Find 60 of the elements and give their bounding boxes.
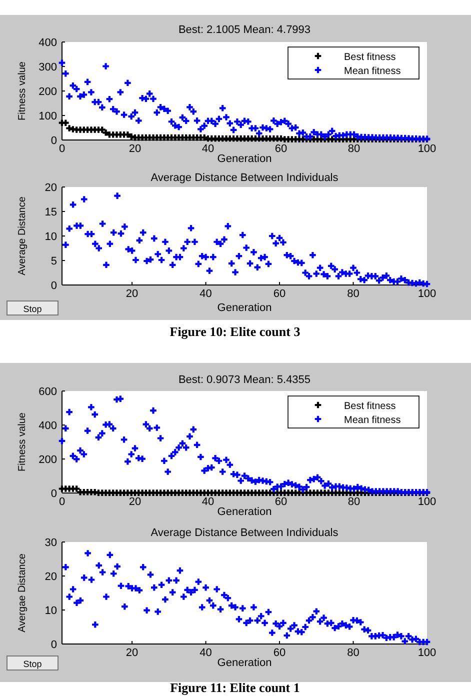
chart-title: Best: 2.1005 Mean: 4.7993 [178, 24, 311, 36]
x-tick-label: 100 [418, 496, 436, 508]
legend-label: Best fitness [344, 401, 396, 412]
caption: Figure 11: Elite count 1 [170, 680, 300, 695]
x-tick-label: 60 [274, 143, 288, 155]
x-axis-title: Generation [217, 302, 272, 314]
y-tick-label: 0 [50, 135, 57, 147]
x-axis-title: Generation [217, 506, 272, 518]
x-tick-label: 40 [200, 288, 212, 300]
x-tick-label: 0 [58, 143, 66, 155]
legend-label: Mean fitness [344, 415, 401, 426]
x-tick-label: 100 [418, 288, 436, 300]
y-tick-label: 20 [44, 571, 57, 583]
y-tick-label: 100 [38, 110, 57, 122]
y-axis-title: Fitness value [17, 412, 28, 472]
x-tick-label: 80 [348, 496, 360, 508]
x-tick-label: 80 [347, 647, 360, 659]
y-axis-title: Fitness value [17, 61, 28, 120]
y-tick-label: 20 [44, 182, 57, 194]
legend-label: Mean fitness [344, 66, 401, 77]
stop-button: Stop [6, 656, 58, 670]
x-tick-label: 60 [273, 647, 286, 659]
x-axis-title: Generation [217, 153, 272, 165]
y-tick-label: 30 [44, 537, 57, 549]
y-tick-label: 0 [50, 280, 57, 292]
x-tick-label: 60 [274, 496, 288, 508]
x-tick-label: 100 [418, 647, 436, 659]
x-tick-label: 40 [202, 143, 214, 155]
y-tick-label: 10 [44, 605, 57, 617]
y-tick-label: 200 [38, 454, 57, 466]
y-tick-label: 0 [50, 488, 57, 500]
y-tick-label: 400 [38, 420, 57, 432]
y-tick-label: 15 [44, 206, 57, 218]
y-tick-label: 10 [44, 231, 57, 243]
y-axis-title: Avergae Distance [17, 553, 28, 632]
y-tick-label: 0 [50, 639, 57, 651]
y-tick-label: 300 [38, 62, 57, 74]
x-tick-label: 80 [348, 143, 360, 155]
y-tick-label: 5 [50, 256, 57, 268]
y-tick-label: 400 [38, 37, 57, 49]
x-tick-label: 20 [126, 647, 138, 659]
y-tick-label: 600 [38, 386, 57, 398]
chart-title: Average Distance Between Individuals [150, 172, 339, 184]
x-tick-label: 80 [347, 288, 360, 300]
x-tick-label: 20 [128, 496, 142, 508]
x-tick-label: 20 [126, 288, 138, 300]
y-axis-title: Average Distance [17, 196, 28, 276]
y-tick-label: 200 [38, 86, 57, 98]
x-tick-label: 60 [273, 288, 286, 300]
x-tick-label: 40 [200, 647, 212, 659]
chart-title: Average Distance Between Individuals [150, 527, 339, 539]
caption: Figure 10: Elite count 3 [170, 324, 301, 339]
x-tick-label: 100 [418, 143, 436, 155]
chart-title: Best: 0.9073 Mean: 5.4355 [178, 374, 311, 386]
x-tick-label: 0 [58, 496, 66, 508]
legend-label: Best fitness [344, 52, 396, 63]
x-axis-title: Generation [217, 657, 272, 669]
stop-button: Stop [6, 300, 58, 316]
x-tick-label: 20 [128, 143, 142, 155]
x-tick-label: 40 [202, 496, 214, 508]
